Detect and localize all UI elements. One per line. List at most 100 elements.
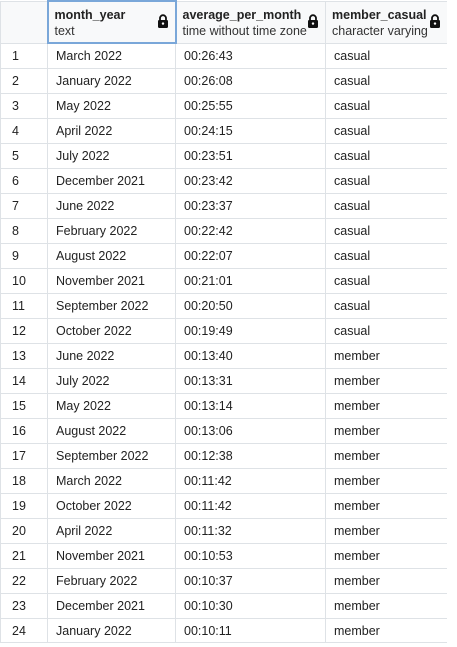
cell-average-per-month[interactable]: 00:23:42	[175, 168, 326, 194]
row-number-cell[interactable]: 7	[0, 193, 48, 219]
cell-average-per-month[interactable]: 00:13:40	[175, 343, 326, 369]
cell-member-casual[interactable]: member	[325, 593, 448, 619]
row-number-cell[interactable]: 16	[0, 418, 48, 444]
table-row[interactable]: 22 February 2022 00:10:37 member	[0, 568, 448, 594]
row-number-cell[interactable]: 15	[0, 393, 48, 419]
cell-member-casual[interactable]: member	[325, 418, 448, 444]
row-number-cell[interactable]: 1	[0, 42, 48, 69]
cell-average-per-month[interactable]: 00:23:51	[175, 143, 326, 169]
row-number-cell[interactable]: 24	[0, 618, 48, 643]
cell-average-per-month[interactable]: 00:12:38	[175, 443, 326, 469]
cell-average-per-month[interactable]: 00:13:14	[175, 393, 326, 419]
cell-average-per-month[interactable]: 00:23:37	[175, 193, 326, 219]
table-row[interactable]: 19 October 2022 00:11:42 member	[0, 493, 448, 519]
cell-average-per-month[interactable]: 00:22:07	[175, 243, 326, 269]
row-number-cell[interactable]: 21	[0, 543, 48, 569]
row-number-cell[interactable]: 11	[0, 293, 48, 319]
cell-member-casual[interactable]: member	[325, 543, 448, 569]
row-number-cell[interactable]: 18	[0, 468, 48, 494]
table-row[interactable]: 3 May 2022 00:25:55 casual	[0, 93, 448, 119]
cell-month-year[interactable]: April 2022	[47, 118, 176, 144]
cell-month-year[interactable]: February 2022	[47, 218, 176, 244]
table-row[interactable]: 24 January 2022 00:10:11 member	[0, 618, 448, 643]
row-number-cell[interactable]: 14	[0, 368, 48, 394]
cell-member-casual[interactable]: casual	[325, 68, 448, 94]
cell-member-casual[interactable]: casual	[325, 243, 448, 269]
cell-average-per-month[interactable]: 00:10:11	[175, 618, 326, 643]
row-number-cell[interactable]: 22	[0, 568, 48, 594]
cell-month-year[interactable]: February 2022	[47, 568, 176, 594]
cell-member-casual[interactable]: casual	[325, 118, 448, 144]
row-number-cell[interactable]: 5	[0, 143, 48, 169]
cell-month-year[interactable]: August 2022	[47, 418, 176, 444]
table-row[interactable]: 15 May 2022 00:13:14 member	[0, 393, 448, 419]
cell-month-year[interactable]: December 2021	[47, 593, 176, 619]
cell-month-year[interactable]: July 2022	[47, 143, 176, 169]
cell-member-casual[interactable]: member	[325, 393, 448, 419]
cell-month-year[interactable]: September 2022	[47, 293, 176, 319]
cell-member-casual[interactable]: casual	[325, 218, 448, 244]
cell-average-per-month[interactable]: 00:11:42	[175, 493, 326, 519]
cell-average-per-month[interactable]: 00:25:55	[175, 93, 326, 119]
row-number-header[interactable]	[0, 0, 48, 44]
cell-average-per-month[interactable]: 00:10:37	[175, 568, 326, 594]
table-row[interactable]: 11 September 2022 00:20:50 casual	[0, 293, 448, 319]
cell-month-year[interactable]: March 2022	[47, 468, 176, 494]
cell-member-casual[interactable]: member	[325, 618, 448, 643]
row-number-cell[interactable]: 20	[0, 518, 48, 544]
cell-average-per-month[interactable]: 00:26:43	[175, 42, 326, 69]
cell-average-per-month[interactable]: 00:11:32	[175, 518, 326, 544]
row-number-cell[interactable]: 3	[0, 93, 48, 119]
cell-month-year[interactable]: August 2022	[47, 243, 176, 269]
cell-member-casual[interactable]: member	[325, 443, 448, 469]
row-number-cell[interactable]: 10	[0, 268, 48, 294]
table-row[interactable]: 17 September 2022 00:12:38 member	[0, 443, 448, 469]
cell-average-per-month[interactable]: 00:13:06	[175, 418, 326, 444]
column-header-month-year[interactable]: month_year text	[46, 0, 177, 44]
row-number-cell[interactable]: 2	[0, 68, 48, 94]
cell-member-casual[interactable]: casual	[325, 293, 448, 319]
table-row[interactable]: 23 December 2021 00:10:30 member	[0, 593, 448, 619]
cell-average-per-month[interactable]: 00:21:01	[175, 268, 326, 294]
table-row[interactable]: 9 August 2022 00:22:07 casual	[0, 243, 448, 269]
table-row[interactable]: 7 June 2022 00:23:37 casual	[0, 193, 448, 219]
row-number-cell[interactable]: 19	[0, 493, 48, 519]
column-header-average-per-month[interactable]: average_per_month time without time zone	[175, 0, 326, 44]
cell-member-casual[interactable]: member	[325, 368, 448, 394]
cell-member-casual[interactable]: member	[325, 493, 448, 519]
cell-average-per-month[interactable]: 00:19:49	[175, 318, 326, 344]
cell-month-year[interactable]: May 2022	[47, 393, 176, 419]
cell-average-per-month[interactable]: 00:20:50	[175, 293, 326, 319]
cell-month-year[interactable]: June 2022	[47, 343, 176, 369]
cell-month-year[interactable]: March 2022	[47, 42, 176, 69]
cell-member-casual[interactable]: member	[325, 568, 448, 594]
cell-member-casual[interactable]: casual	[325, 318, 448, 344]
table-row[interactable]: 18 March 2022 00:11:42 member	[0, 468, 448, 494]
table-row[interactable]: 12 October 2022 00:19:49 casual	[0, 318, 448, 344]
cell-member-casual[interactable]: member	[325, 518, 448, 544]
cell-average-per-month[interactable]: 00:26:08	[175, 68, 326, 94]
row-number-cell[interactable]: 6	[0, 168, 48, 194]
table-row[interactable]: 20 April 2022 00:11:32 member	[0, 518, 448, 544]
cell-average-per-month[interactable]: 00:22:42	[175, 218, 326, 244]
cell-month-year[interactable]: September 2022	[47, 443, 176, 469]
row-number-cell[interactable]: 17	[0, 443, 48, 469]
cell-member-casual[interactable]: casual	[325, 143, 448, 169]
column-header-member-casual[interactable]: member_casual character varying	[325, 0, 448, 44]
table-row[interactable]: 16 August 2022 00:13:06 member	[0, 418, 448, 444]
cell-month-year[interactable]: November 2021	[47, 268, 176, 294]
row-number-cell[interactable]: 4	[0, 118, 48, 144]
cell-month-year[interactable]: April 2022	[47, 518, 176, 544]
table-row[interactable]: 14 July 2022 00:13:31 member	[0, 368, 448, 394]
cell-month-year[interactable]: June 2022	[47, 193, 176, 219]
table-row[interactable]: 5 July 2022 00:23:51 casual	[0, 143, 448, 169]
table-row[interactable]: 13 June 2022 00:13:40 member	[0, 343, 448, 369]
cell-member-casual[interactable]: member	[325, 468, 448, 494]
table-row[interactable]: 6 December 2021 00:23:42 casual	[0, 168, 448, 194]
row-number-cell[interactable]: 9	[0, 243, 48, 269]
row-number-cell[interactable]: 23	[0, 593, 48, 619]
cell-member-casual[interactable]: member	[325, 343, 448, 369]
table-row[interactable]: 21 November 2021 00:10:53 member	[0, 543, 448, 569]
row-number-cell[interactable]: 13	[0, 343, 48, 369]
cell-month-year[interactable]: May 2022	[47, 93, 176, 119]
